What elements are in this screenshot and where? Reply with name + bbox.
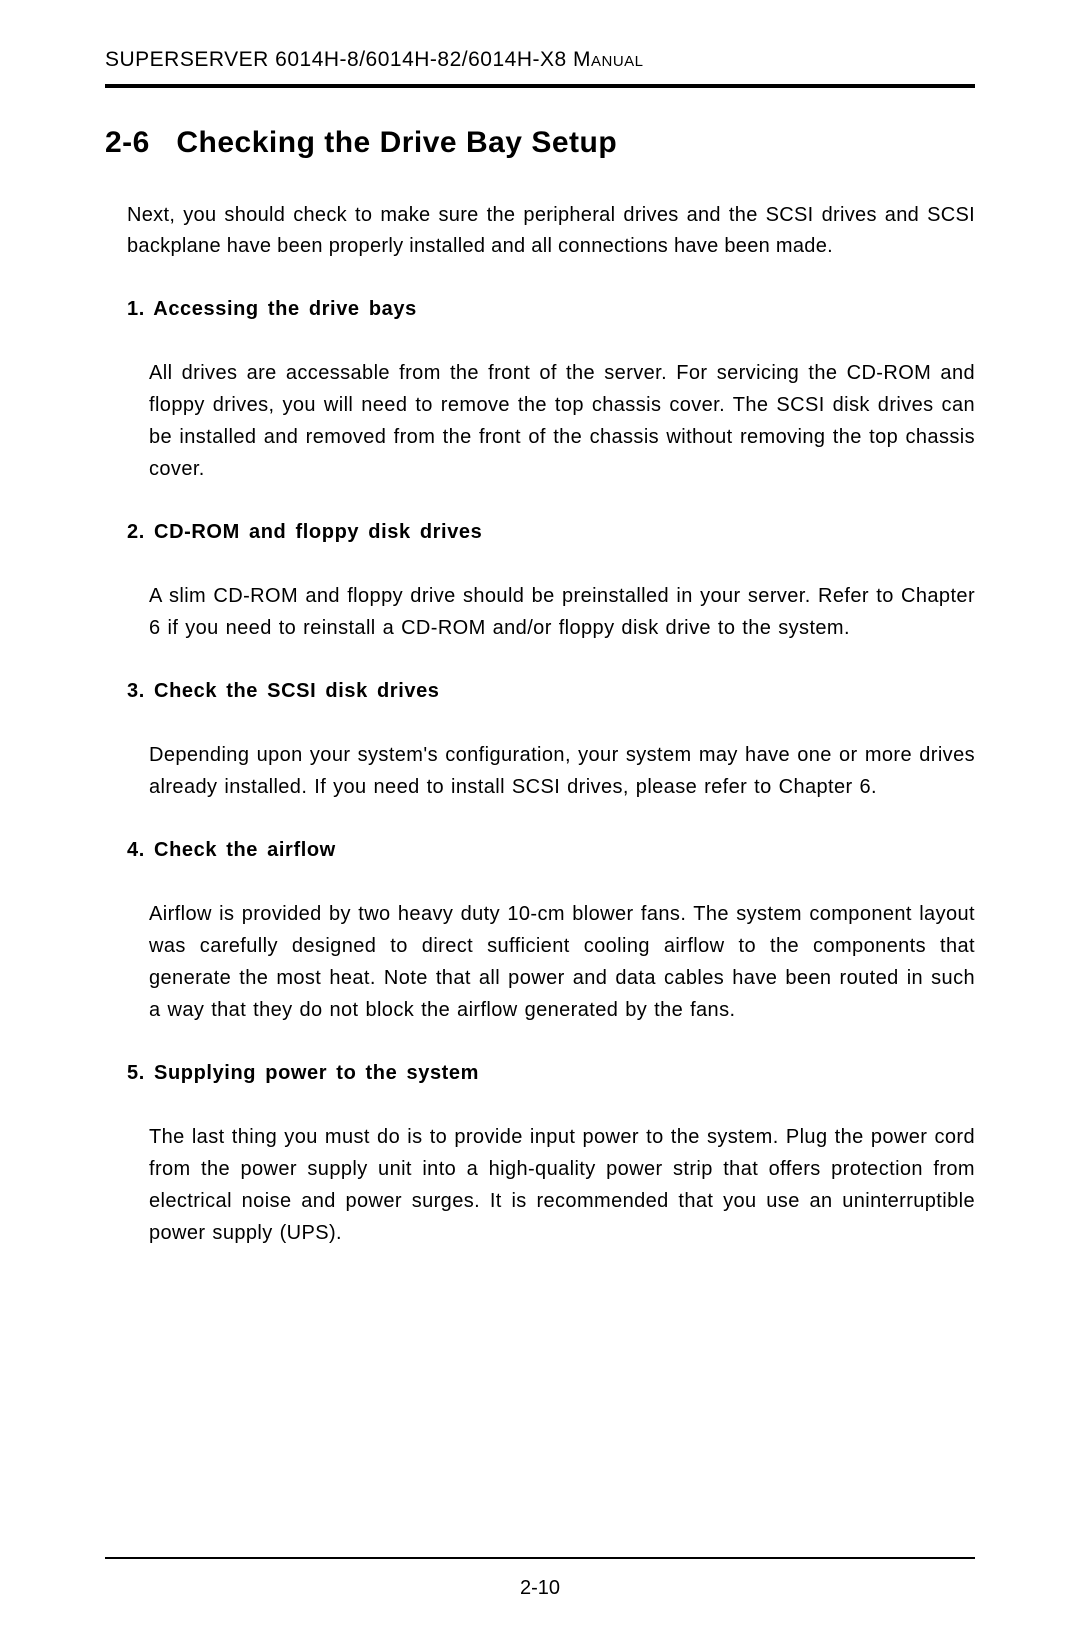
list-item: 1. Accessing the drive bays All drives a… [105, 298, 975, 485]
intro-paragraph: Next, you should check to make sure the … [105, 200, 975, 262]
section-heading: 2-6 Checking the Drive Bay Setup [105, 126, 975, 160]
item-title: 4. Check the airflow [127, 839, 975, 862]
page-header: SUPERSERVER 6014H-8/6014H-82/6014H-X8 Ma… [105, 48, 975, 72]
manual-page: SUPERSERVER 6014H-8/6014H-82/6014H-X8 Ma… [0, 0, 1080, 1650]
page-number: 2-10 [105, 1577, 975, 1600]
item-body: Depending upon your system's configurati… [127, 739, 975, 803]
page-footer: 2-10 [105, 1557, 975, 1600]
section-title-text: Checking the Drive Bay Setup [176, 126, 617, 159]
item-title: 5. Supplying power to the system [127, 1062, 975, 1085]
list-item: 2. CD-ROM and floppy disk drives A slim … [105, 521, 975, 644]
item-body: A slim CD-ROM and floppy drive should be… [127, 580, 975, 644]
header-rule [105, 84, 975, 88]
item-body: Airflow is provided by two heavy duty 10… [127, 898, 975, 1026]
item-title: 3. Check the SCSI disk drives [127, 680, 975, 703]
item-title: 1. Accessing the drive bays [127, 298, 975, 321]
list-item: 3. Check the SCSI disk drives Depending … [105, 680, 975, 803]
list-item: 4. Check the airflow Airflow is provided… [105, 839, 975, 1026]
item-body: The last thing you must do is to provide… [127, 1121, 975, 1249]
footer-rule [105, 1557, 975, 1559]
list-item: 5. Supplying power to the system The las… [105, 1062, 975, 1249]
section-number: 2-6 [105, 126, 150, 159]
item-body: All drives are accessable from the front… [127, 357, 975, 485]
item-title: 2. CD-ROM and floppy disk drives [127, 521, 975, 544]
